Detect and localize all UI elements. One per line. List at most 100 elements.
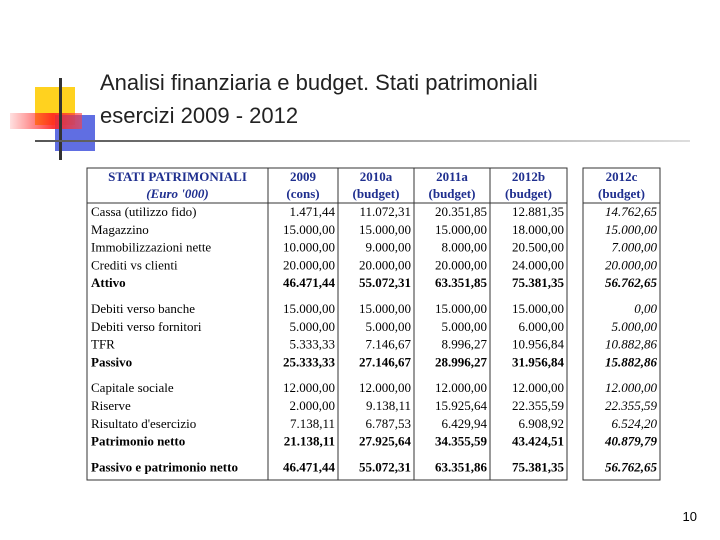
cell-value: 7.146,67 [366, 337, 412, 352]
column-subheader: (budget) [353, 186, 400, 201]
cell-value: 63.351,85 [435, 275, 488, 290]
cell-value: 15.000,00 [359, 301, 411, 316]
row-label: Attivo [91, 275, 126, 290]
row-label: Debiti verso banche [91, 301, 195, 316]
cell-value: 25.333,33 [283, 354, 336, 369]
column-subheader: (cons) [286, 186, 319, 201]
cell-value: 56.762,65 [605, 275, 658, 290]
cell-value: 27.146,67 [359, 354, 412, 369]
cell-value: 15.000,00 [512, 301, 564, 316]
cell-value: 5.000,00 [612, 319, 658, 334]
cell-value: 15.000,00 [283, 301, 335, 316]
cell-value: 43.424,51 [512, 434, 564, 449]
red-bar [10, 113, 82, 129]
cell-value: 5.333,33 [290, 337, 336, 352]
cell-value: 56.762,65 [605, 459, 658, 474]
cell-value: 12.000,00 [283, 380, 335, 395]
cell-value: 15.000,00 [283, 222, 335, 237]
cell-value: 20.351,85 [435, 204, 487, 219]
column-header: 2011a [436, 169, 468, 184]
cell-value: 8.000,00 [442, 240, 488, 255]
cell-value: 9.138,11 [366, 398, 411, 413]
cell-value: 22.355,59 [512, 398, 564, 413]
decoration [10, 78, 690, 160]
title-line: Analisi finanziaria e budget. Stati patr… [100, 70, 538, 95]
cell-value: 18.000,00 [512, 222, 564, 237]
cell-value: 20.500,00 [512, 240, 564, 255]
cell-value: 12.000,00 [605, 380, 658, 395]
column-header: 2009 [290, 169, 317, 184]
cell-value: 7.000,00 [612, 240, 658, 255]
cell-value: 11.072,31 [359, 204, 411, 219]
row-label: Immobilizzazioni nette [91, 240, 211, 255]
table-border [582, 167, 661, 481]
cell-value: 5.000,00 [442, 319, 488, 334]
cell-value: 27.925,64 [359, 434, 412, 449]
cell-value: 63.351,86 [435, 459, 488, 474]
cell-value: 6.908,92 [519, 416, 565, 431]
cell-value: 31.956,84 [512, 354, 565, 369]
cell-value: 1.471,44 [290, 204, 336, 219]
row-label: Cassa (utilizzo fido) [91, 204, 196, 219]
cell-value: 55.072,31 [359, 275, 411, 290]
title-line: esercizi 2009 - 2012 [100, 103, 298, 128]
cell-value: 12.000,00 [512, 380, 564, 395]
column-header: STATI PATRIMONIALI [108, 169, 247, 184]
row-label: Capitale sociale [91, 380, 174, 395]
cell-value: 10.956,84 [512, 337, 565, 352]
cell-value: 21.138,11 [284, 434, 335, 449]
cell-value: 6.000,00 [519, 319, 565, 334]
cell-value: 20.000,00 [283, 257, 335, 272]
cell-value: 15.925,64 [435, 398, 488, 413]
cell-value: 15.882,86 [605, 354, 658, 369]
cell-value: 15.000,00 [359, 222, 411, 237]
vertical-rule [59, 78, 62, 160]
cell-value: 0,00 [634, 301, 657, 316]
cell-value: 10.882,86 [605, 337, 658, 352]
cell-value: 12.881,35 [512, 204, 564, 219]
cell-value: 6.787,53 [366, 416, 412, 431]
row-label: Riserve [91, 398, 131, 413]
row-label: TFR [91, 337, 115, 352]
cell-value: 15.000,00 [605, 222, 658, 237]
cell-value: 24.000,00 [512, 257, 564, 272]
cell-value: 40.879,79 [604, 434, 658, 449]
row-label: Risultato d'esercizio [91, 416, 196, 431]
table-border [86, 167, 568, 481]
column-header: 2012b [512, 169, 545, 184]
cell-value: 20.000,00 [435, 257, 487, 272]
column-subheader: (budget) [429, 186, 476, 201]
cell-value: 46.471,44 [283, 275, 336, 290]
cell-value: 22.355,59 [605, 398, 658, 413]
column-subheader: (budget) [505, 186, 552, 201]
column-subheader: (Euro '000) [146, 186, 208, 201]
row-label: Crediti vs clienti [91, 257, 178, 272]
cell-value: 9.000,00 [366, 240, 412, 255]
cell-value: 20.000,00 [605, 257, 658, 272]
row-label: Debiti verso fornitori [91, 319, 202, 334]
column-subheader: (budget) [598, 186, 645, 201]
balance-table: STATI PATRIMONIALI (Euro '000) 2009 (cons) 2… [86, 167, 661, 481]
row-label: Magazzino [91, 222, 149, 237]
cell-value: 14.762,65 [605, 204, 658, 219]
cell-value: 5.000,00 [290, 319, 336, 334]
cell-value: 12.000,00 [435, 380, 487, 395]
cell-value: 20.000,00 [359, 257, 411, 272]
column-header: 2012c [606, 169, 638, 184]
cell-value: 34.355,59 [435, 434, 488, 449]
row-label: Passivo [91, 354, 132, 369]
horizontal-rule [35, 140, 690, 142]
cell-value: 55.072,31 [359, 459, 411, 474]
cell-value: 28.996,27 [435, 354, 488, 369]
row-label: Patrimonio netto [91, 434, 185, 449]
row-label: Passivo e patrimonio netto [91, 459, 238, 474]
cell-value: 75.381,35 [512, 459, 565, 474]
cell-value: 46.471,44 [283, 459, 336, 474]
cell-value: 10.000,00 [283, 240, 335, 255]
cell-value: 15.000,00 [435, 301, 487, 316]
cell-value: 6.524,20 [612, 416, 658, 431]
cell-value: 8.996,27 [442, 337, 488, 352]
page-number: 10 [683, 509, 697, 524]
cell-value: 5.000,00 [366, 319, 412, 334]
